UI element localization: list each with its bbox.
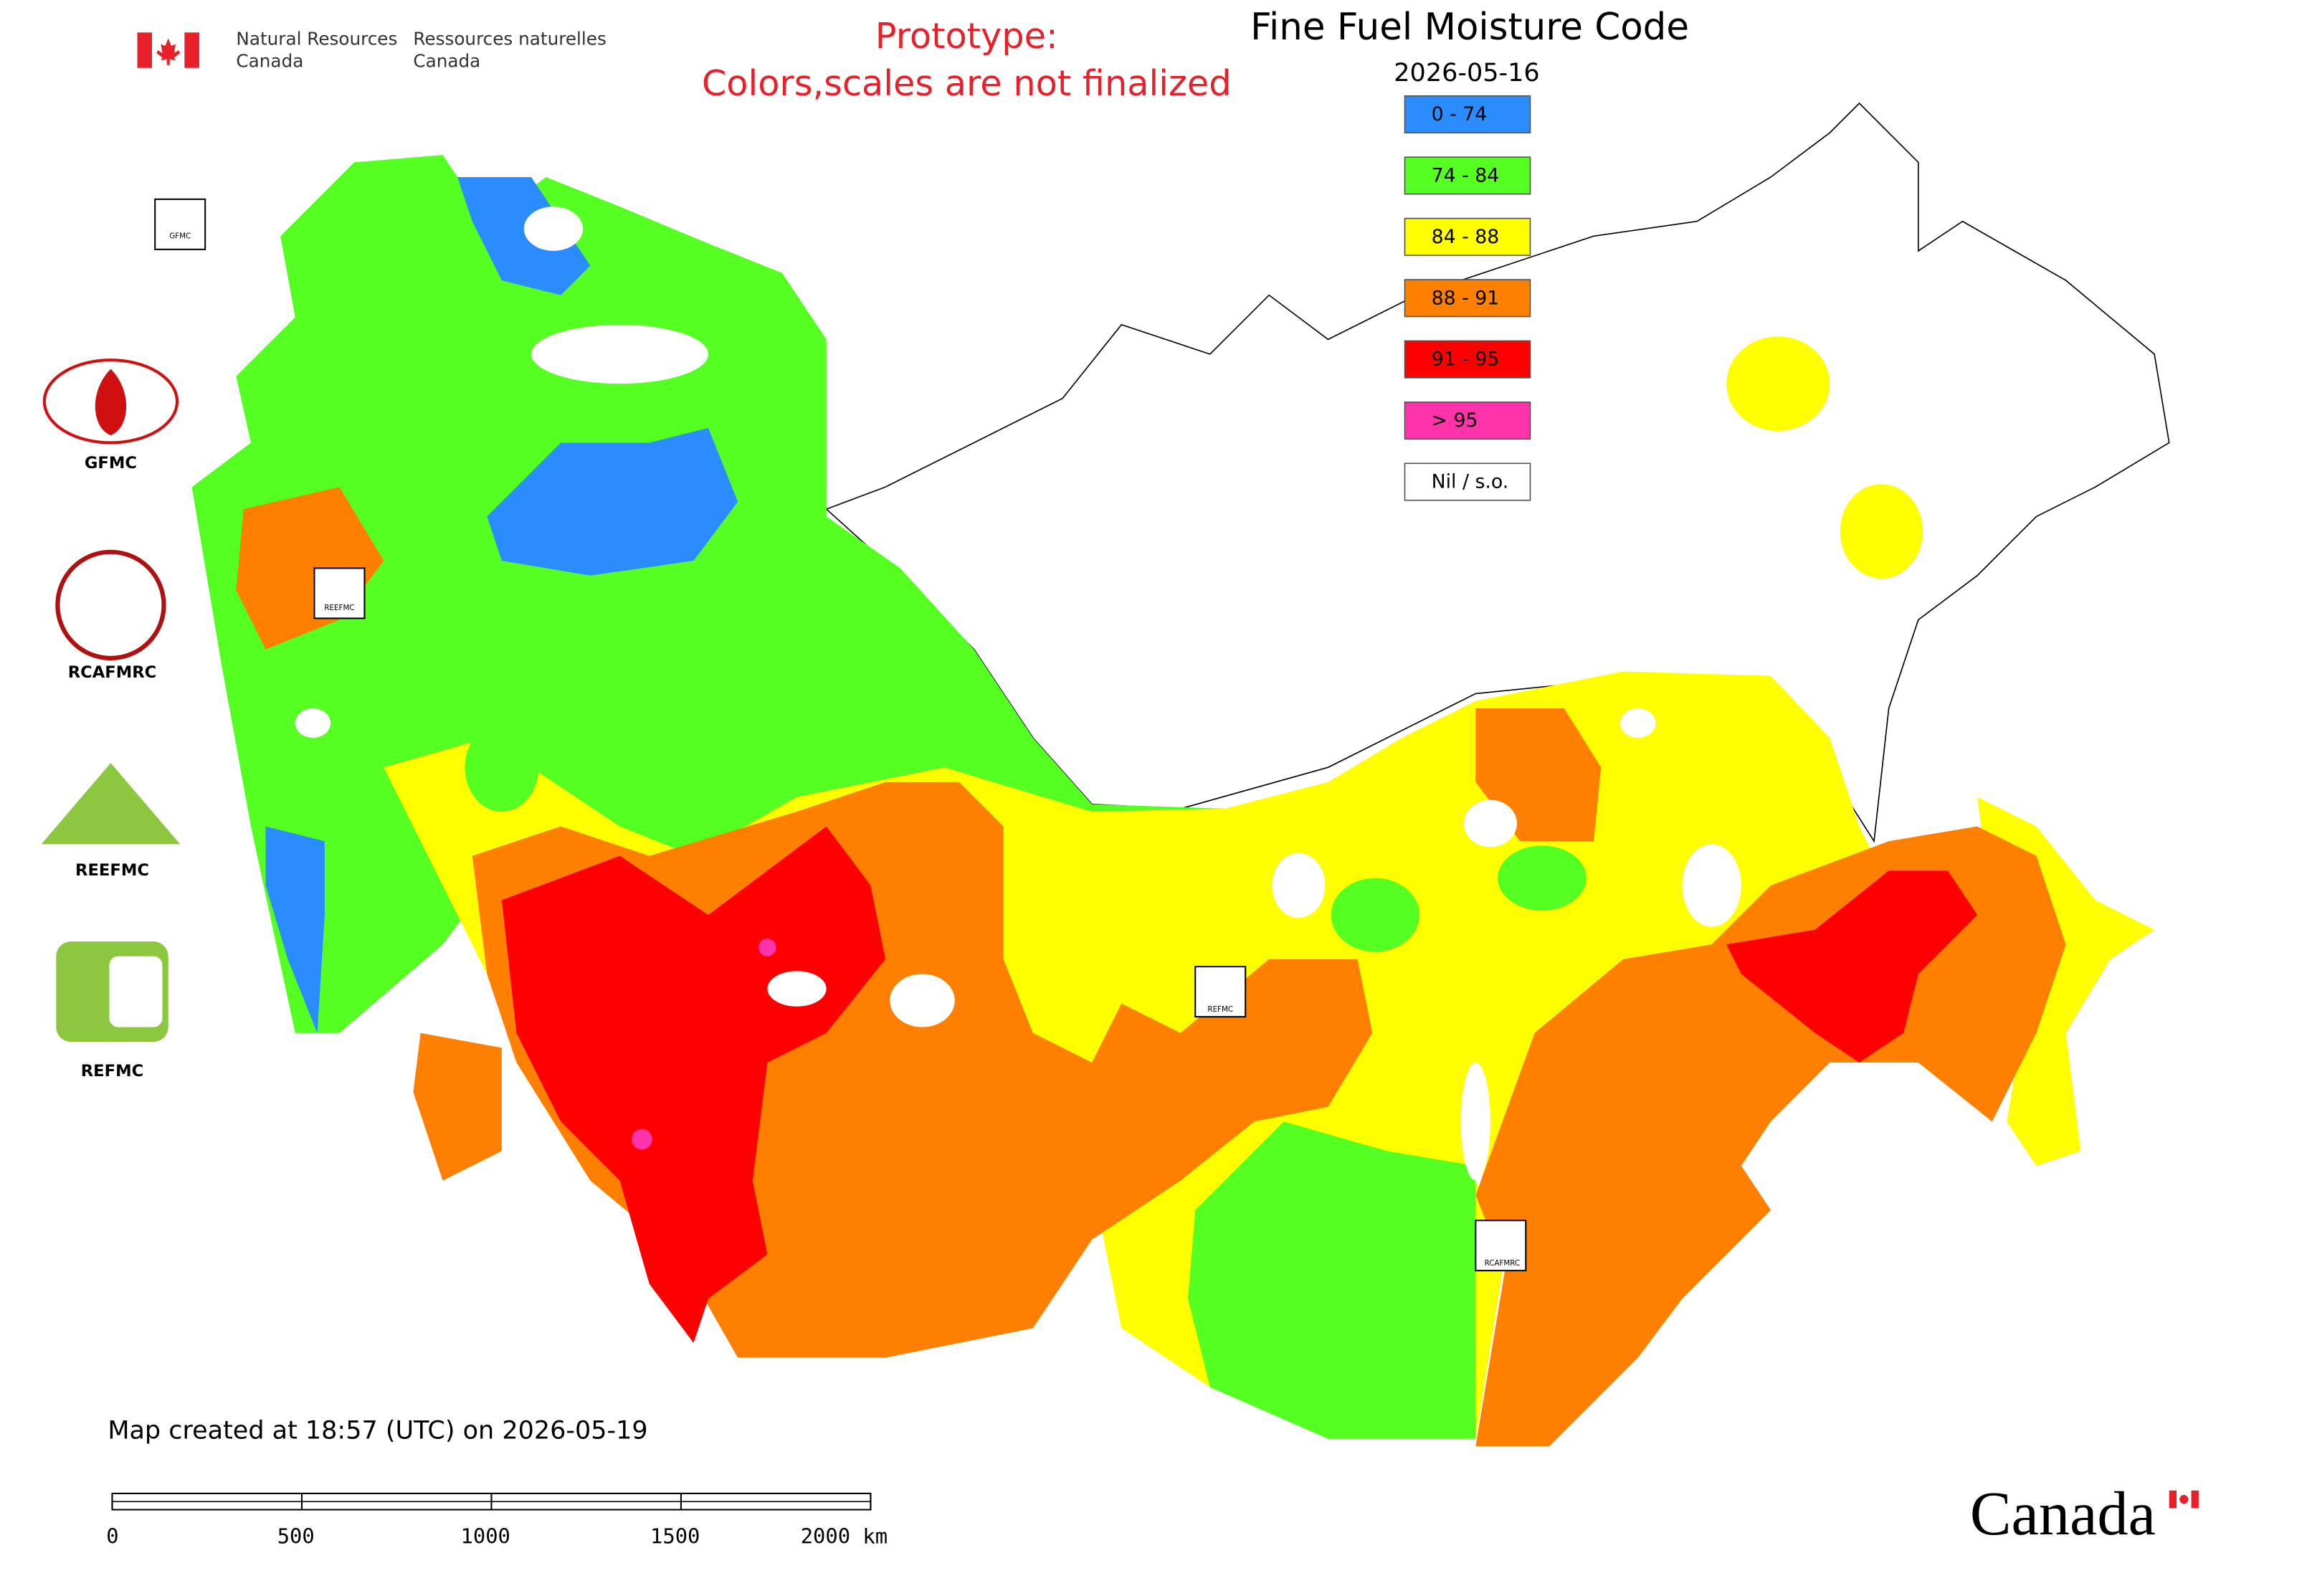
badge-label: RCAFMRC bbox=[1485, 1259, 1520, 1268]
fire-zone bbox=[501, 826, 886, 1344]
nil-area bbox=[295, 708, 331, 738]
legend-swatch bbox=[1404, 402, 1531, 440]
legend-label: 91 - 95 bbox=[1432, 348, 1500, 371]
org-fr: Canada bbox=[413, 50, 480, 71]
logo-label: GFMC bbox=[85, 454, 137, 472]
nil-area bbox=[767, 971, 827, 1007]
nil-area bbox=[1620, 708, 1656, 738]
logo-label: REFMC bbox=[81, 1062, 143, 1080]
maple-leaf bbox=[2179, 1495, 2189, 1504]
legend-swatch bbox=[1404, 462, 1531, 501]
scale-label: 1000 bbox=[461, 1524, 510, 1549]
badge-frame bbox=[1475, 1220, 1527, 1272]
fire-zone bbox=[465, 723, 539, 812]
notice: Colors,scales are not finalized bbox=[702, 62, 1232, 104]
fire-zone bbox=[758, 939, 776, 956]
nil-area bbox=[1682, 844, 1741, 927]
fire-zone bbox=[1726, 870, 1978, 1063]
badge-label: REFMC bbox=[1207, 1005, 1233, 1014]
nil-area bbox=[1272, 852, 1326, 918]
created-note: Map created at 18:57 (UTC) on 2026-05-19 bbox=[108, 1417, 647, 1445]
flag-bar bbox=[137, 32, 153, 68]
flag-bar bbox=[2191, 1490, 2199, 1509]
scale-bar: 0 500 1000 1500 2000 km bbox=[106, 1492, 888, 1549]
flag-bar bbox=[184, 32, 199, 68]
fire-zone bbox=[1187, 1121, 1476, 1439]
badge-frame bbox=[313, 567, 366, 619]
badge-label: REEFMC bbox=[324, 604, 354, 612]
legend-label: > 95 bbox=[1432, 409, 1478, 432]
fire-zone bbox=[413, 1032, 502, 1181]
flag-bar bbox=[2169, 1490, 2177, 1509]
badge-label: GFMC bbox=[169, 232, 191, 240]
logo-reefmc bbox=[41, 763, 181, 845]
logo-label: REEFMC bbox=[75, 861, 149, 880]
badge-frame bbox=[1194, 966, 1247, 1018]
wordmark: Canada bbox=[1970, 1479, 2156, 1548]
nil-area bbox=[531, 324, 709, 384]
scale-label: 1500 bbox=[650, 1524, 700, 1549]
nil-area bbox=[523, 206, 584, 251]
legend-swatch bbox=[1404, 279, 1531, 318]
logos: GFMC RCAFMRC REEFMC REFMC bbox=[41, 358, 181, 1080]
org-en: Natural Resources bbox=[236, 29, 397, 49]
maple-leaf bbox=[156, 38, 181, 65]
scale-label: 2000 km bbox=[801, 1524, 888, 1549]
notice: Prototype: bbox=[875, 15, 1058, 57]
nil-area bbox=[1463, 799, 1517, 847]
fire-zone bbox=[631, 1129, 652, 1150]
nrcan-signature: Natural Resources Canada Ressources natu… bbox=[137, 29, 607, 71]
legend-label: 84 - 88 bbox=[1432, 226, 1500, 248]
legend-label: 74 - 84 bbox=[1432, 164, 1500, 186]
legend-swatch bbox=[1404, 95, 1531, 134]
logo-flame bbox=[95, 369, 127, 436]
fire-zone bbox=[1331, 878, 1420, 952]
map-title: Fine Fuel Moisture Code bbox=[1250, 6, 1689, 49]
legend-swatch bbox=[1404, 156, 1531, 195]
badge-frame bbox=[154, 198, 206, 250]
nil-area bbox=[1460, 1062, 1490, 1181]
fire-zone bbox=[1498, 845, 1587, 911]
org-en: Canada bbox=[236, 50, 303, 71]
fire-zone bbox=[265, 826, 325, 1033]
legend-label: 88 - 91 bbox=[1432, 287, 1500, 309]
fire-zone bbox=[457, 176, 591, 295]
map-date: 2026-05-16 bbox=[1394, 59, 1539, 87]
legend-label: Nil / s.o. bbox=[1432, 471, 1509, 493]
nil-area bbox=[890, 974, 955, 1027]
legend-swatch bbox=[1404, 217, 1531, 256]
legend: 0 - 74 74 - 84 84 - 88 88 - 91 91 - 95 > 95 Ni… bbox=[1404, 95, 1531, 501]
legend-label: 0 - 74 bbox=[1432, 103, 1488, 125]
logo-label: RCAFMRC bbox=[68, 663, 157, 682]
org-fr: Ressources naturelles bbox=[413, 29, 606, 49]
fire-zone bbox=[1475, 826, 2066, 1447]
map: GFMC REEFMC REFMC RCAFMRC bbox=[154, 102, 2170, 1447]
fire-zone bbox=[1726, 336, 1830, 432]
legend-swatch bbox=[1404, 340, 1531, 379]
scale-label: 500 bbox=[277, 1524, 315, 1549]
logo-refmc-inner bbox=[109, 956, 163, 1027]
logo-rcafmrc bbox=[55, 549, 166, 661]
fire-zone bbox=[1840, 484, 1923, 579]
fire-zone bbox=[487, 427, 738, 576]
scale-label: 0 bbox=[106, 1524, 118, 1549]
canada-wordmark: Canada bbox=[1970, 1479, 2199, 1548]
